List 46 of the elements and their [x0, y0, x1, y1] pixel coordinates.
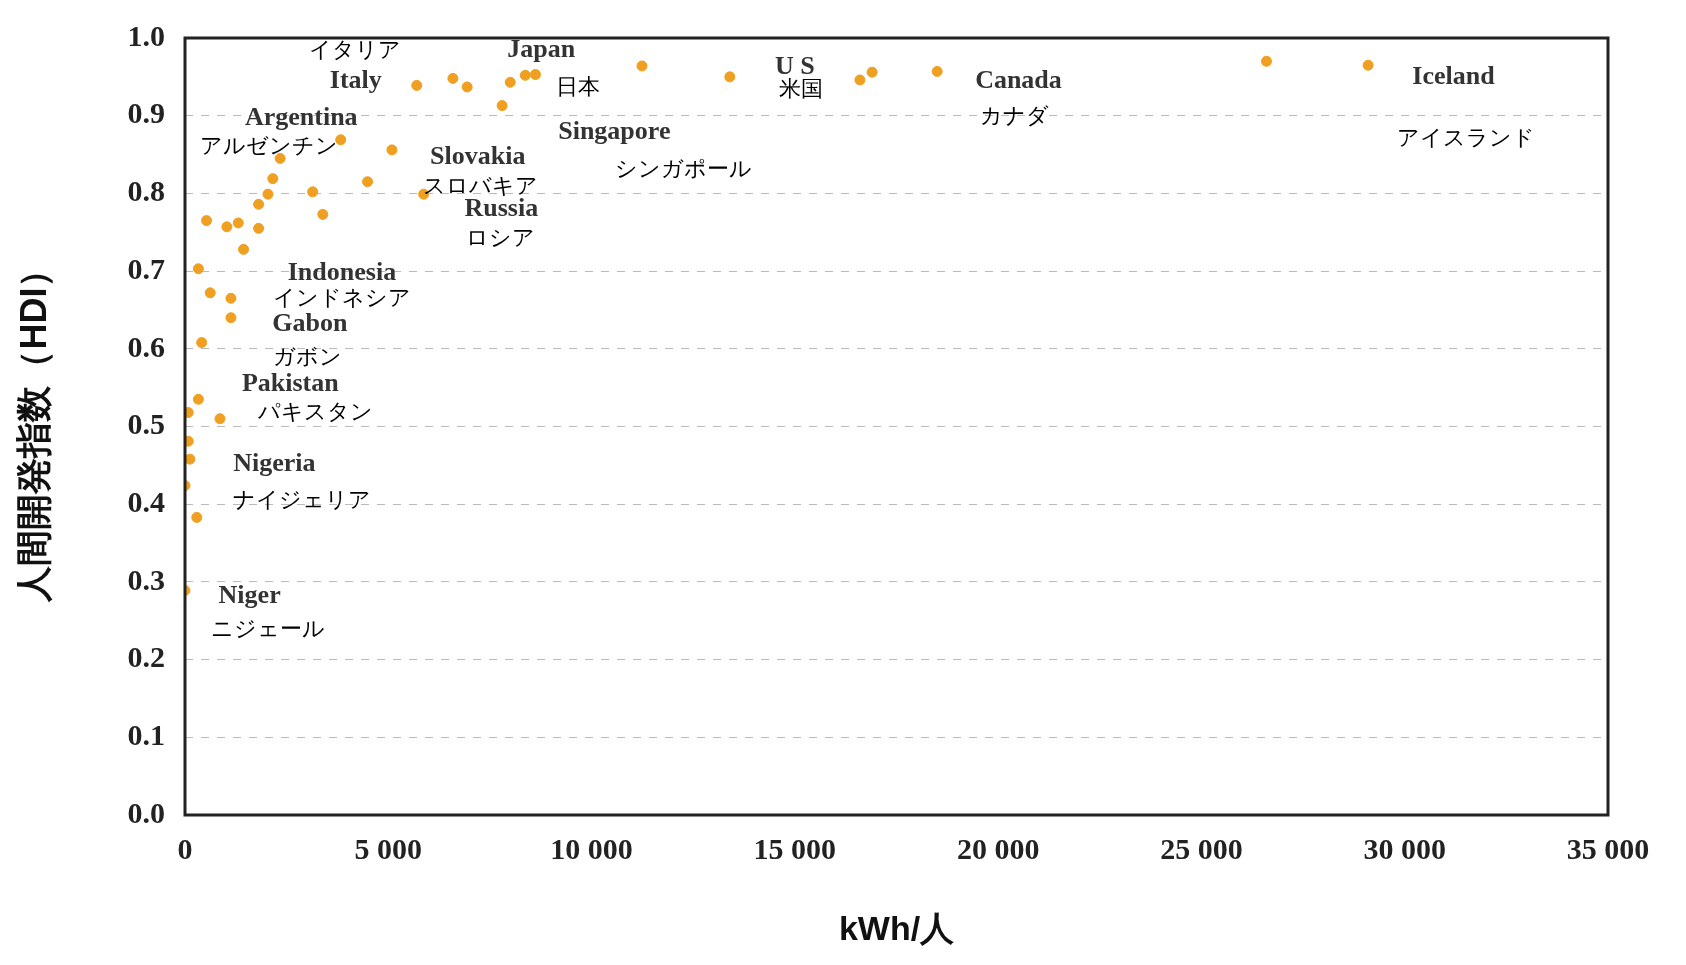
y-axis-title: 人間開発指数（HDI）	[12, 251, 54, 603]
annotation: Japan	[507, 34, 576, 64]
x-tick-label: 35 000	[1566, 831, 1650, 865]
annotation: シンガポール	[614, 156, 752, 182]
x-axis-title: kWh/人	[838, 908, 956, 947]
x-tick-label: 10 000	[550, 831, 633, 865]
annotation: イタリア	[308, 37, 401, 63]
annotation: Argentina	[244, 101, 358, 131]
annotation: カナダ	[979, 103, 1049, 129]
annotation: ガボン	[273, 344, 343, 370]
annotation: Canada	[975, 65, 1062, 95]
annotation: パキスタン	[256, 398, 373, 424]
x-tick-label: 5 000	[354, 831, 423, 865]
y-tick-label: 0.8	[127, 174, 165, 208]
annotation: インドネシア	[272, 285, 411, 311]
annotation: アイスランド	[1396, 125, 1535, 151]
y-tick-label: 0.1	[127, 718, 165, 752]
annotation: Niger	[218, 580, 281, 610]
annotation: スロバキア	[423, 173, 539, 199]
y-tick-label: 1.0	[127, 18, 165, 52]
annotation: ナイジェリア	[233, 487, 372, 513]
y-tick-label: 0.9	[127, 96, 165, 130]
x-tick-label: 25 000	[1160, 831, 1243, 865]
y-tick-label: 0.6	[127, 329, 165, 363]
y-tick-label: 0.5	[127, 407, 165, 441]
x-tick-label: 0	[177, 831, 193, 865]
y-tick-label: 0.4	[127, 484, 165, 518]
annotation: Italy	[329, 65, 382, 95]
y-tick-label: 0.3	[127, 562, 165, 596]
annotation: Gabon	[272, 308, 348, 338]
annotation: ロシア	[465, 224, 535, 250]
y-tick-label: 0.0	[127, 795, 165, 829]
x-tick-label: 15 000	[753, 831, 837, 865]
annotation: 日本	[555, 73, 600, 99]
y-tick-label: 0.7	[127, 251, 165, 285]
y-tick-label: 0.2	[127, 640, 165, 674]
x-tick-label: 30 000	[1363, 831, 1446, 865]
annotation: Singapore	[558, 115, 671, 145]
annotation: アルゼンチン	[199, 132, 338, 158]
annotation: Indonesia	[287, 257, 397, 287]
annotation: Nigeria	[233, 448, 316, 478]
annotation: Iceland	[1412, 60, 1496, 90]
annotation: Slovakia	[430, 141, 526, 171]
annotation: ニジェール	[210, 616, 325, 642]
annotation: Pakistan	[241, 368, 340, 398]
x-tick-label: 20 000	[956, 831, 1040, 865]
